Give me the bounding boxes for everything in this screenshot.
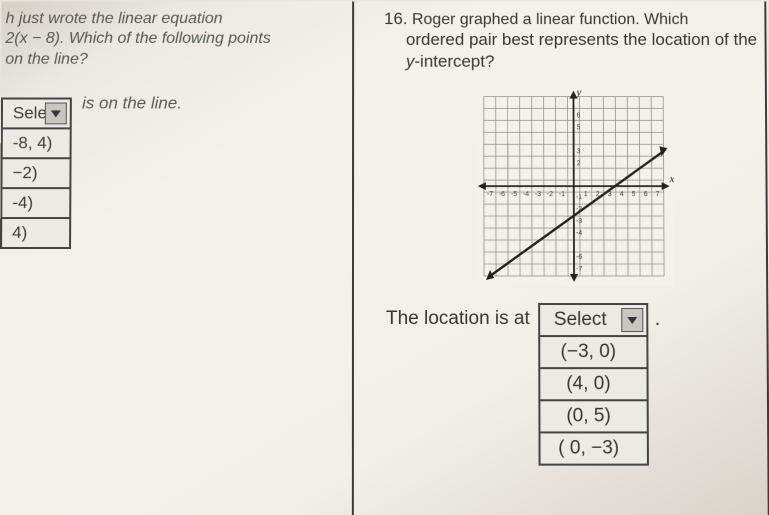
svg-text:5: 5 — [631, 191, 635, 198]
left-option[interactable]: -8, 4) — [2, 129, 71, 159]
column-divider — [352, 1, 354, 515]
left-problem: h just wrote the linear equation 2(x − 8… — [0, 1, 340, 249]
answer-option[interactable]: ( 0, −3) — [539, 433, 648, 465]
svg-text:-1: -1 — [575, 194, 581, 201]
answer-option[interactable]: (−3, 0) — [539, 336, 648, 368]
svg-text:-3: -3 — [534, 191, 540, 198]
q16-line1: Roger graphed a linear function. Which — [412, 11, 688, 28]
answer-option[interactable]: (0, 5) — [539, 400, 648, 432]
coordinate-graph: -7-6-5-4-3-2-1 1234567 65 32 -1-2-3-4-6-… — [473, 87, 673, 286]
svg-text:-4: -4 — [522, 191, 528, 198]
answer-period: . — [655, 303, 661, 331]
answer-lead: The location is at — [386, 303, 530, 330]
answer-options-table: Select (−3, 0) (4, 0) (0, 5) ( 0, −3) — [538, 303, 650, 466]
q16-body: ordered pair best represents the locatio… — [384, 29, 762, 73]
svg-text:1: 1 — [583, 191, 587, 198]
svg-text:x: x — [668, 173, 674, 185]
left-line2-tail: . Which of the following points — [60, 31, 271, 48]
question-16: 16. Roger graphed a linear function. Whi… — [384, 9, 762, 73]
answer-select-dropdown[interactable]: Select — [539, 304, 648, 336]
graph-container: -7-6-5-4-3-2-1 1234567 65 32 -1-2-3-4-6-… — [384, 87, 763, 291]
left-question-text: h just wrote the linear equation 2(x − 8… — [1, 1, 340, 74]
svg-text:-7: -7 — [486, 191, 492, 198]
answer-row: The location is at Select (−3, 0) (4, 0)… — [384, 303, 764, 466]
right-problem: 16. Roger graphed a linear function. Whi… — [370, 1, 768, 470]
svg-text:7: 7 — [655, 191, 659, 198]
svg-text:-6: -6 — [498, 191, 504, 198]
svg-text:5: 5 — [576, 125, 580, 132]
svg-text:y: y — [575, 87, 581, 99]
svg-text:-1: -1 — [558, 191, 564, 198]
left-option[interactable]: -4) — [1, 189, 70, 219]
worksheet-page: h just wrote the linear equation 2(x − 8… — [0, 1, 769, 515]
svg-text:4: 4 — [619, 191, 623, 198]
left-post-select-text: is on the line. — [82, 94, 182, 114]
svg-text:6: 6 — [643, 191, 647, 198]
svg-text:-6: -6 — [575, 254, 581, 261]
left-select-dropdown[interactable]: Select — [2, 99, 71, 129]
answer-option[interactable]: (4, 0) — [539, 368, 648, 400]
left-equation: 2(x − 8) — [5, 31, 60, 48]
answer-select-label: Select — [554, 309, 607, 330]
left-line1: h just wrote the linear equation — [6, 10, 223, 27]
dropdown-icon[interactable] — [622, 308, 644, 332]
left-option[interactable]: −2) — [1, 159, 70, 189]
left-line3: on the line? — [5, 51, 88, 68]
left-options-table: Select -8, 4) −2) -4) 4) — [0, 98, 72, 249]
svg-text:-3: -3 — [575, 218, 581, 225]
svg-text:6: 6 — [576, 113, 580, 120]
svg-text:-5: -5 — [510, 191, 516, 198]
q16-line2: ordered pair best represents the locatio… — [406, 30, 757, 49]
svg-text:2: 2 — [576, 160, 580, 167]
svg-text:3: 3 — [576, 148, 580, 155]
left-option[interactable]: 4) — [1, 218, 70, 248]
question-number: 16. — [384, 9, 408, 28]
y-italic: y — [406, 52, 414, 71]
svg-text:-2: -2 — [546, 191, 552, 198]
q16-line3: -intercept? — [414, 52, 494, 71]
svg-text:-4: -4 — [575, 230, 581, 237]
svg-text:-7: -7 — [576, 266, 582, 273]
dropdown-icon[interactable] — [45, 103, 67, 125]
